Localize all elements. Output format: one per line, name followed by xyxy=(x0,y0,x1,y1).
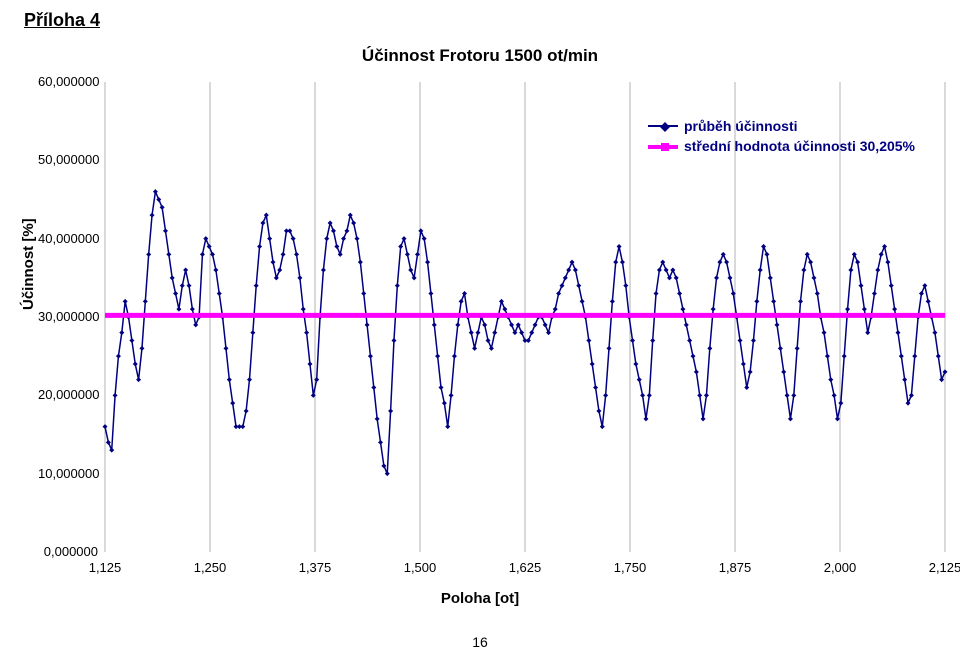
xaxis-label: Poloha [ot] xyxy=(0,590,960,607)
legend-item: střední hodnota účinnosti 30,205% xyxy=(648,138,915,154)
legend-label: střední hodnota účinnosti 30,205% xyxy=(684,138,915,154)
legend: průběh účinnosti střední hodnota účinnost… xyxy=(648,118,915,158)
page-number: 16 xyxy=(0,634,960,650)
legend-item: průběh účinnosti xyxy=(648,118,915,134)
diamond-marker-icon xyxy=(648,119,678,133)
chart-plot xyxy=(0,0,960,656)
square-marker-icon xyxy=(648,139,678,153)
page: Příloha 4 Účinnost Frotoru 1500 ot/min Ú… xyxy=(0,0,960,656)
legend-label: průběh účinnosti xyxy=(684,118,798,134)
